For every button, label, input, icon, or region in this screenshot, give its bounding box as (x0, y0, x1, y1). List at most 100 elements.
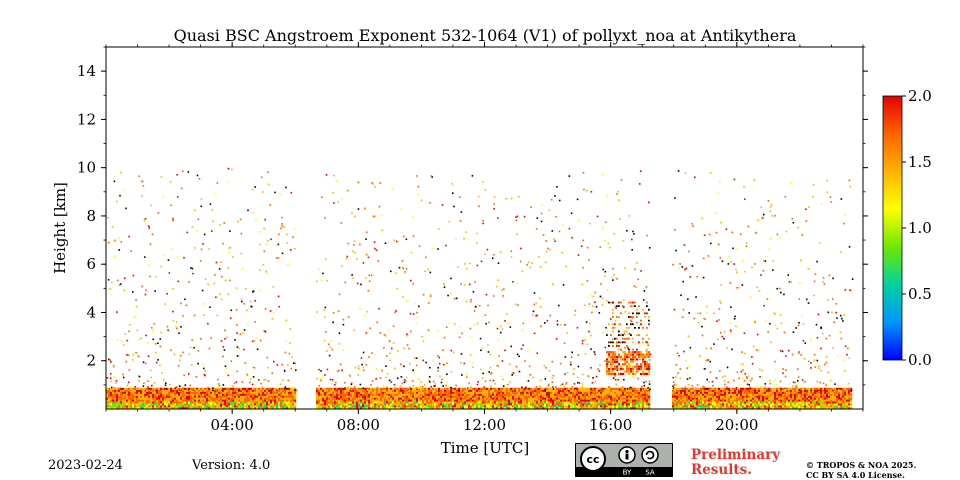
heatmap-cell (580, 403, 583, 406)
heatmap-cell (536, 403, 539, 406)
heatmap-cell (701, 325, 703, 328)
heatmap-cell (558, 388, 561, 391)
heatmap-cell (730, 405, 733, 408)
heatmap-cell (282, 391, 285, 394)
heatmap-cell (416, 175, 418, 177)
heatmap-cell (490, 393, 493, 396)
heatmap-cell (572, 397, 575, 400)
heatmap-cell (594, 291, 597, 294)
heatmap-cell (552, 405, 555, 408)
heatmap-cell (330, 403, 333, 406)
heatmap-cell (196, 393, 199, 396)
heatmap-cell (719, 331, 722, 334)
heatmap-cell (156, 397, 159, 400)
heatmap-cell (542, 397, 545, 400)
heatmap-cell (144, 293, 147, 296)
heatmap-cell (378, 391, 381, 394)
heatmap-cell (170, 399, 173, 402)
heatmap-cell (184, 405, 187, 408)
heatmap-cell (426, 391, 429, 394)
heatmap-cell (394, 393, 397, 396)
heatmap-cell (168, 407, 171, 409)
heatmap-cell (322, 403, 325, 406)
heatmap-cell (732, 393, 735, 396)
heatmap-cell (264, 393, 267, 396)
heatmap-cell (140, 180, 143, 183)
heatmap-cell (604, 391, 607, 394)
heatmap-cell (342, 403, 345, 406)
heatmap-cell (632, 387, 635, 390)
heatmap-cell (447, 294, 449, 297)
heatmap-cell (384, 387, 387, 390)
heatmap-cell (264, 218, 266, 221)
heatmap-cell (422, 391, 425, 394)
heatmap-cell (346, 255, 349, 258)
heatmap-cell (252, 401, 255, 404)
heatmap-cell (144, 391, 147, 394)
heatmap-cell (558, 393, 561, 396)
heatmap-cell (431, 176, 433, 178)
heatmap-cell (624, 330, 626, 333)
heatmap-cell (564, 405, 567, 408)
heatmap-cell (240, 391, 243, 394)
heatmap-cell (632, 337, 634, 340)
heatmap-cell (440, 401, 443, 404)
heatmap-cell (148, 395, 151, 398)
heatmap-cell (590, 190, 593, 193)
heatmap-cell (124, 393, 127, 396)
heatmap-cell (608, 355, 611, 359)
heatmap-cell (334, 397, 337, 400)
heatmap-cell (402, 407, 405, 409)
heatmap-cell (500, 389, 503, 392)
heatmap-cell (334, 403, 337, 406)
heatmap-cell (487, 344, 489, 346)
heatmap-cell (636, 353, 639, 356)
heatmap-cell (156, 389, 159, 392)
heatmap-cell (620, 403, 623, 406)
heatmap-cell (141, 195, 143, 197)
heatmap-cell (176, 173, 178, 176)
heatmap-cell (174, 395, 177, 398)
heatmap-cell (712, 407, 715, 409)
heatmap-cell (682, 403, 685, 406)
heatmap-cell (326, 279, 329, 282)
heatmap-cell (494, 387, 497, 390)
heatmap-cell (560, 391, 563, 394)
heatmap-cell (198, 395, 201, 398)
heatmap-cell (598, 399, 601, 402)
heatmap-cell (266, 388, 268, 390)
heatmap-cell (358, 397, 361, 400)
heatmap-cell (680, 403, 683, 406)
heatmap-cell (286, 233, 288, 236)
heatmap-cell (404, 407, 407, 409)
heatmap-cell (468, 393, 471, 396)
heatmap-cell (473, 310, 476, 312)
heatmap-cell (548, 397, 551, 400)
heatmap-cell (440, 389, 443, 392)
heatmap-cell (614, 375, 616, 377)
heatmap-cell (160, 391, 163, 394)
heatmap-cell (739, 233, 742, 235)
heatmap-cell (212, 387, 214, 389)
heatmap-cell (196, 395, 199, 398)
heatmap-cell (260, 395, 263, 398)
heatmap-cell (487, 351, 490, 353)
heatmap-cell (546, 319, 549, 322)
heatmap-cell (504, 349, 506, 352)
heatmap-cell (158, 387, 161, 390)
heatmap-cell (696, 407, 699, 409)
heatmap-cell (512, 403, 515, 406)
heatmap-cell (609, 318, 612, 320)
heatmap-cell (290, 389, 293, 392)
heatmap-cell (726, 405, 729, 408)
heatmap-cell (516, 393, 519, 396)
heatmap-cell (318, 405, 321, 408)
heatmap-cell (584, 395, 587, 398)
heatmap-cell (262, 395, 265, 398)
heatmap-cell (341, 369, 343, 372)
heatmap-cell (550, 399, 553, 402)
heatmap-cell (592, 407, 595, 409)
heatmap-cell (394, 395, 397, 398)
heatmap-cell (172, 310, 174, 313)
heatmap-cell (646, 403, 649, 406)
